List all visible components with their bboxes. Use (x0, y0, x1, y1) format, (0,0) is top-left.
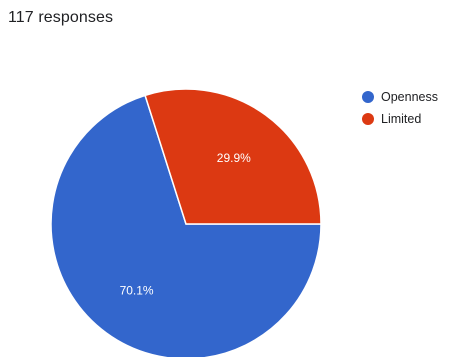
legend-item-limited[interactable]: Limited (362, 108, 438, 130)
pie-slice-limited[interactable] (144, 88, 322, 225)
pie-slice-openness[interactable] (50, 94, 322, 357)
response-count: 117 responses (8, 9, 114, 26)
pie-label-openness: 70.1% (120, 284, 154, 298)
chart-legend: Openness Limited (362, 86, 438, 130)
legend-label-limited: Limited (381, 112, 422, 126)
legend-swatch-limited (362, 113, 374, 125)
legend-item-openness[interactable]: Openness (362, 86, 438, 108)
pie-label-limited: 29.9% (217, 151, 251, 165)
legend-swatch-openness (362, 91, 374, 103)
legend-label-openness: Openness (381, 90, 438, 104)
